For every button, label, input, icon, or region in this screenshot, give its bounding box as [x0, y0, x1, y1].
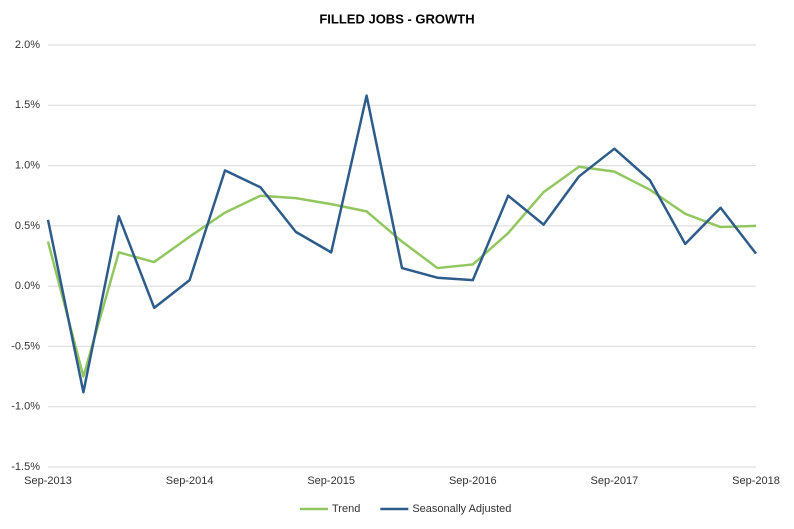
y-tick-label: 0.5%	[15, 220, 40, 232]
legend-label: Trend	[332, 503, 360, 515]
y-tick-label: 1.0%	[15, 159, 40, 171]
x-tick-label: Sep-2018	[732, 475, 780, 487]
x-tick-label: Sep-2013	[24, 475, 72, 487]
y-tick-label: 2.0%	[15, 39, 40, 51]
series-line	[46, 165, 757, 378]
y-tick-label: 1.5%	[15, 99, 40, 111]
x-tick-label: Sep-2016	[449, 475, 497, 487]
x-tick-label: Sep-2014	[166, 475, 214, 487]
y-tick-label: -0.5%	[11, 340, 40, 352]
y-tick-label: 0.0%	[15, 280, 40, 292]
x-tick-label: Sep-2017	[591, 475, 639, 487]
y-tick-label: -1.5%	[11, 461, 40, 473]
chart-title: FILLED JOBS - GROWTH	[319, 11, 474, 26]
legend-label: Seasonally Adjusted	[412, 503, 511, 515]
x-tick-label: Sep-2015	[307, 475, 355, 487]
series-line	[46, 94, 757, 394]
y-tick-label: -1.0%	[11, 401, 40, 413]
